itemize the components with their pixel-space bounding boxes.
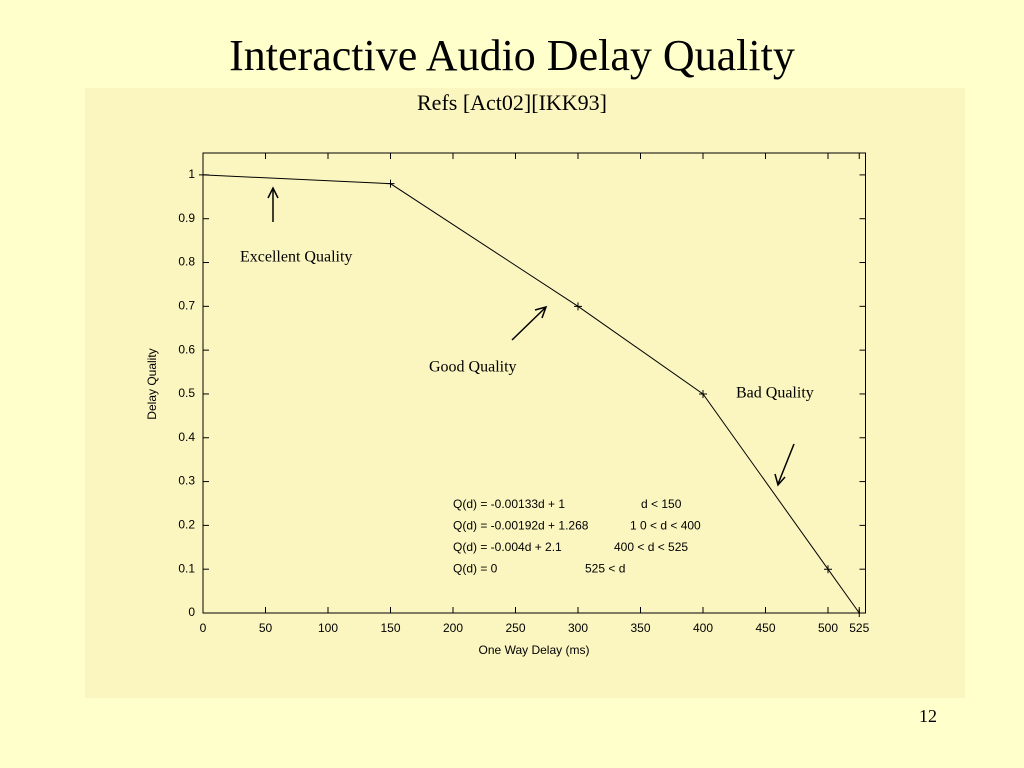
equation-range: 1 0 < d < 400	[630, 519, 701, 533]
equation: Q(d) = -0.004d + 2.1	[453, 540, 562, 554]
equation-range: 525 < d	[585, 562, 625, 576]
y-tick-label: 0	[188, 605, 195, 619]
x-tick-label: 450	[755, 621, 775, 635]
data-line	[202, 174, 860, 614]
arrow-head	[774, 473, 786, 487]
point-marker	[699, 389, 707, 398]
y-tick-label: 0.9	[178, 211, 195, 225]
y-axis-label: Delay Quality	[145, 348, 159, 419]
subtitle: Refs [Act02][IKK93]	[417, 90, 607, 115]
chart-panel	[85, 88, 965, 698]
y-tick-label: 0.8	[178, 255, 195, 269]
annotation: Good Quality	[429, 359, 517, 376]
y-tick-label: 0.7	[178, 299, 195, 313]
point-marker	[199, 170, 207, 179]
x-tick-label: 100	[318, 621, 338, 635]
x-tick-label: 250	[505, 621, 525, 635]
y-tick-label: 1	[188, 167, 195, 181]
point-marker	[574, 302, 582, 311]
x-tick-label: 50	[259, 621, 273, 635]
x-tick-label: 200	[443, 621, 463, 635]
y-tick-label: 0.3	[178, 474, 195, 488]
annotation: Excellent Quality	[240, 249, 352, 266]
equation: Q(d) = -0.00133d + 1	[453, 497, 565, 511]
point-marker	[824, 565, 832, 574]
point-marker	[386, 179, 395, 188]
point-marker	[855, 609, 864, 617]
x-axis-label: One Way Delay (ms)	[479, 643, 590, 657]
x-tick-label: 350	[630, 621, 650, 635]
arrow	[511, 307, 546, 341]
annotation: Bad Quality	[736, 385, 814, 402]
x-tick-label: 150	[380, 621, 400, 635]
arrow-head	[534, 305, 548, 319]
y-tick-label: 0.1	[178, 561, 195, 575]
slide-title: Interactive Audio Delay Quality	[229, 31, 795, 80]
arrow-head	[267, 186, 279, 199]
x-tick-label: 500	[818, 621, 838, 635]
plot-frame	[202, 152, 866, 614]
x-tick-label: 525	[849, 621, 869, 635]
equation: Q(d) = 0	[453, 562, 498, 576]
x-tick-label: 400	[693, 621, 713, 635]
page-number: 12	[919, 706, 937, 726]
equation: Q(d) = -0.00192d + 1.268	[453, 519, 589, 533]
x-tick-label: 300	[568, 621, 588, 635]
arrows	[267, 186, 795, 487]
y-tick-label: 0.2	[178, 518, 195, 532]
y-tick-label: 0.6	[178, 342, 195, 356]
y-tick-label: 0.5	[178, 386, 195, 400]
y-tick-label: 0.4	[178, 430, 195, 444]
x-tick-label: 0	[200, 621, 207, 635]
equation-range: 400 < d < 525	[614, 540, 688, 554]
arrow	[777, 443, 795, 485]
equation-range: d < 150	[641, 497, 682, 511]
